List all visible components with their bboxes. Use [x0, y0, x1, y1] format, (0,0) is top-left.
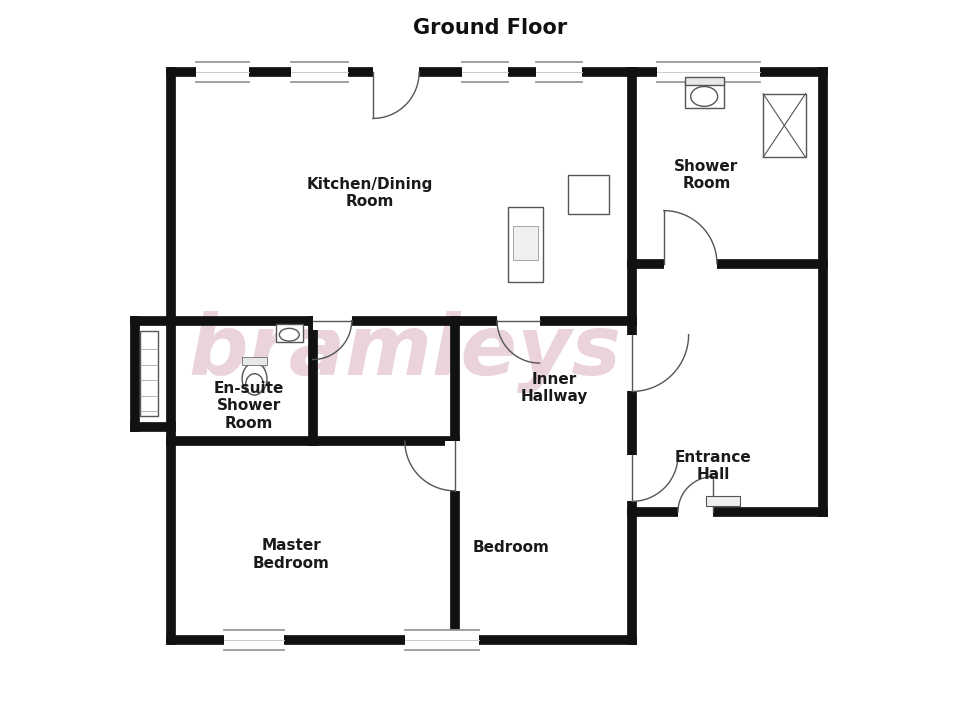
Bar: [313, 310, 352, 330]
Bar: [678, 502, 713, 522]
Bar: [275, 324, 303, 342]
Bar: [685, 83, 724, 108]
Bar: [139, 331, 158, 417]
Ellipse shape: [691, 86, 717, 106]
Ellipse shape: [242, 362, 267, 394]
Bar: [622, 455, 642, 501]
Bar: [536, 63, 582, 83]
Text: Shower
Room: Shower Room: [674, 159, 739, 192]
Bar: [685, 77, 724, 85]
Text: Inner
Hallway: Inner Hallway: [520, 372, 588, 404]
Bar: [224, 629, 284, 649]
Bar: [622, 335, 642, 392]
Bar: [196, 63, 249, 83]
Bar: [373, 63, 419, 83]
Text: Entrance
Hall: Entrance Hall: [675, 450, 752, 482]
Bar: [497, 310, 540, 330]
Bar: [763, 93, 806, 157]
Bar: [242, 357, 267, 365]
Bar: [513, 226, 538, 261]
Text: bramleys: bramleys: [188, 311, 621, 394]
Bar: [445, 441, 465, 491]
Bar: [657, 63, 760, 83]
Bar: [405, 629, 479, 649]
Text: Master
Bedroom: Master Bedroom: [253, 538, 330, 571]
Bar: [291, 63, 348, 83]
Text: En-suite
Shower
Room: En-suite Shower Room: [214, 381, 284, 431]
Bar: [663, 254, 717, 273]
Text: Ground Floor: Ground Floor: [413, 19, 567, 38]
Bar: [707, 496, 740, 506]
Bar: [568, 175, 610, 214]
Ellipse shape: [246, 374, 264, 395]
Bar: [508, 207, 543, 281]
Text: Bedroom: Bedroom: [472, 540, 550, 555]
Bar: [462, 63, 508, 83]
Text: Kitchen/Dining
Room: Kitchen/Dining Room: [306, 177, 432, 209]
Ellipse shape: [279, 328, 299, 341]
